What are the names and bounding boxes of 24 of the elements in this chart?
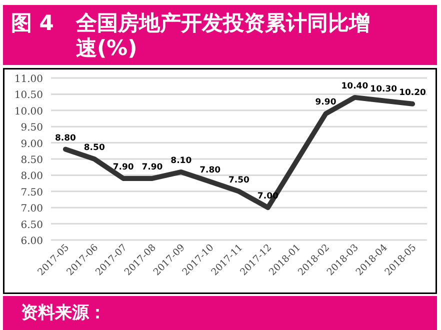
y-tick-label: 9.50 bbox=[20, 122, 43, 134]
y-tick-label: 8.00 bbox=[20, 171, 43, 182]
data-label: 10.20 bbox=[399, 88, 426, 98]
y-tick-label: 8.50 bbox=[20, 155, 43, 166]
data-label: 7.90 bbox=[112, 162, 134, 172]
text: 资料来源： bbox=[3, 296, 437, 330]
data-label: 8.80 bbox=[54, 133, 76, 144]
y-tick-label: 9.00 bbox=[20, 138, 43, 150]
y-tick-label: 7.50 bbox=[20, 187, 43, 198]
data-label: 7.90 bbox=[142, 162, 163, 172]
y-tick-label: 10.50 bbox=[14, 90, 43, 102]
y-tick-label: 11.00 bbox=[14, 74, 43, 85]
data-label: 10.40 bbox=[341, 81, 368, 92]
data-label: 7.80 bbox=[200, 166, 221, 176]
data-label: 8.50 bbox=[84, 143, 105, 153]
y-tick-label: 6.50 bbox=[20, 220, 43, 231]
data-label: 9.90 bbox=[315, 98, 336, 108]
data-label: 7.50 bbox=[228, 175, 250, 186]
y-tick-label: 7.00 bbox=[20, 204, 43, 215]
data-label: 10.30 bbox=[370, 84, 398, 95]
chart-title: 图 4 全国房地产开发投资累计同比增速(%) bbox=[11, 11, 371, 60]
data-label: 8.10 bbox=[170, 156, 192, 166]
y-tick-label: 10.00 bbox=[14, 106, 43, 118]
y-tick-label: 6.00 bbox=[20, 236, 43, 247]
